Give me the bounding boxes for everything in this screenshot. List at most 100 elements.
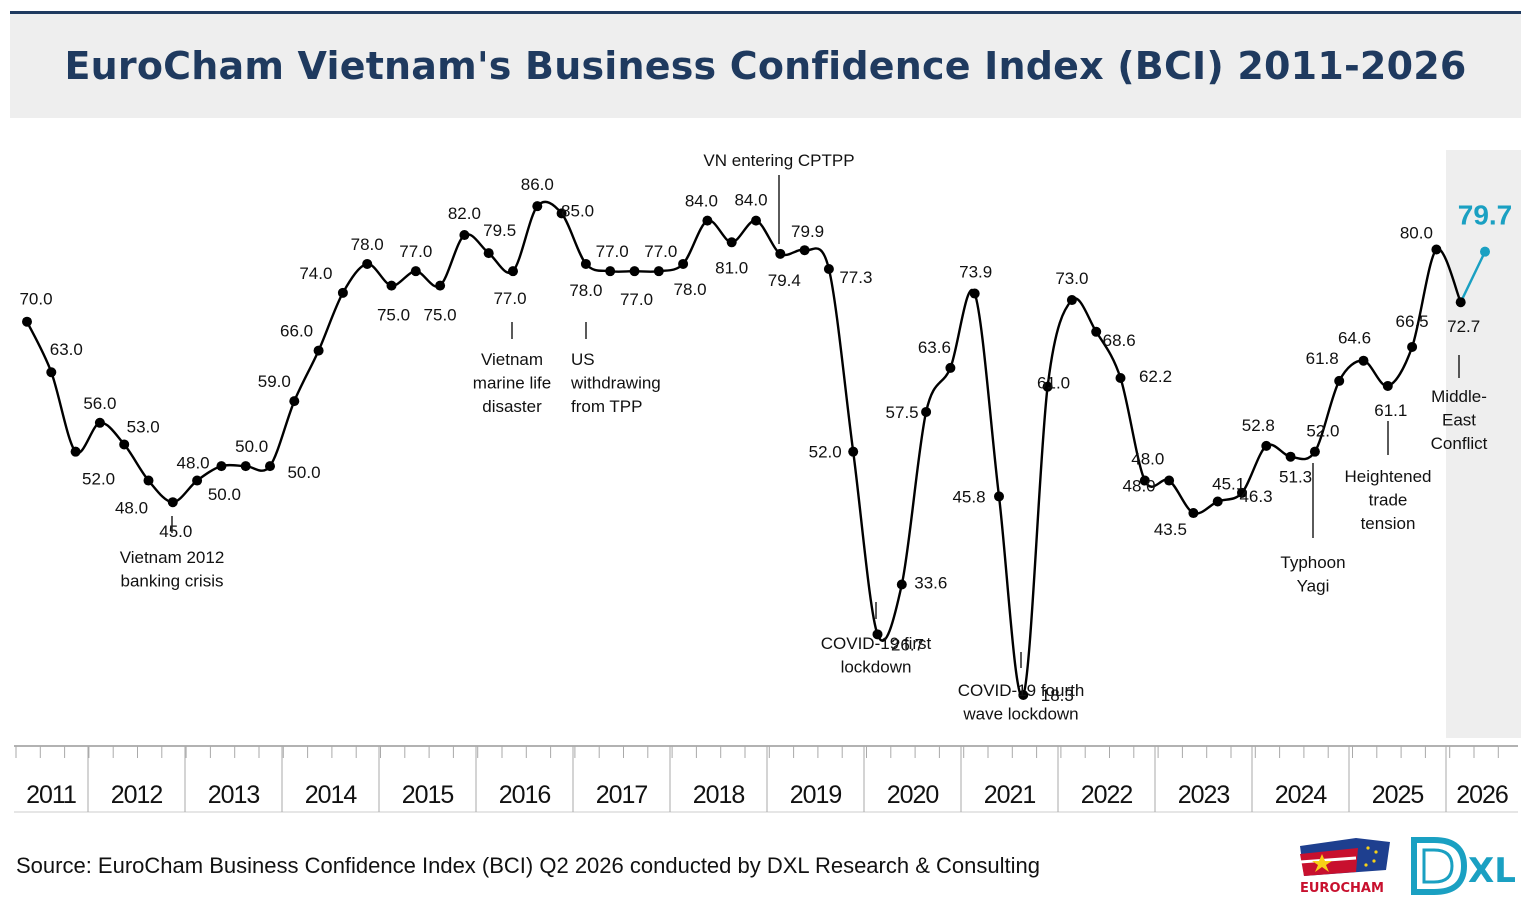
- annotation-text: wave lockdown: [962, 705, 1078, 724]
- data-point: [459, 230, 470, 241]
- data-point: [1431, 244, 1442, 255]
- data-point: [1018, 689, 1029, 700]
- data-point: [775, 248, 786, 259]
- value-label: 50.0: [208, 485, 241, 504]
- annotation-text: withdrawing: [570, 374, 661, 393]
- x-tick-label: 2022: [1081, 781, 1133, 809]
- dxl-wordmark: XL: [1468, 851, 1516, 891]
- data-point: [313, 345, 324, 356]
- data-point: [678, 258, 689, 269]
- value-label: 63.6: [918, 338, 951, 357]
- eurocham-wordmark: EUROCHAM: [1300, 881, 1384, 896]
- data-point: [848, 446, 859, 457]
- value-label: 77.0: [620, 290, 653, 309]
- value-label: 79.5: [483, 221, 516, 240]
- annotation-text: Conflict: [1431, 434, 1488, 453]
- data-point: [483, 248, 494, 259]
- data-point: [192, 475, 203, 486]
- value-label: 72.7: [1447, 317, 1480, 336]
- annotation-text: Middle-: [1431, 387, 1487, 406]
- eurocham-logo: EUROCHAM: [1299, 838, 1390, 896]
- dxl-logo: XL: [1411, 837, 1516, 895]
- value-label: 79.4: [768, 271, 801, 290]
- value-label: 48.0: [1123, 477, 1156, 496]
- value-label: 73.9: [959, 263, 992, 282]
- data-point: [167, 497, 178, 508]
- data-point: [1164, 475, 1175, 486]
- title-top-rule: [10, 11, 1521, 14]
- value-label: 45.8: [952, 487, 985, 506]
- data-point: [1407, 341, 1418, 352]
- value-label: 50.0: [235, 437, 268, 456]
- data-point: [362, 258, 373, 269]
- value-label: 86.0: [521, 175, 554, 194]
- data-point: [1115, 373, 1126, 384]
- data-point: [386, 280, 397, 291]
- data-point: [337, 287, 348, 298]
- value-label: 73.0: [1055, 269, 1088, 288]
- value-label: 51.3: [1279, 468, 1312, 487]
- annotation-text: Heightened: [1345, 467, 1432, 486]
- title-bar: EuroCham Vietnam's Business Confidence I…: [10, 14, 1521, 118]
- data-point: [216, 461, 227, 472]
- value-label: 77.0: [644, 242, 677, 261]
- data-point: [143, 475, 154, 486]
- x-tick-label: 2023: [1178, 781, 1230, 809]
- annotation-text: COVID-19 fourth: [958, 681, 1085, 700]
- data-point: [702, 215, 713, 226]
- value-label: 80.0: [1400, 224, 1433, 243]
- value-label: 33.6: [914, 574, 947, 593]
- value-label: 61.0: [1037, 374, 1070, 393]
- data-point: [1455, 297, 1466, 308]
- data-point: [872, 629, 883, 640]
- value-label: 85.0: [561, 201, 594, 220]
- x-tick-label: 2024: [1275, 781, 1328, 809]
- x-tick-label: 2011: [26, 781, 76, 809]
- x-tick-label: 2013: [208, 781, 260, 809]
- data-point: [653, 266, 664, 277]
- annotation-text: tension: [1361, 514, 1416, 533]
- data-point: [1091, 326, 1102, 337]
- data-point: [1139, 475, 1150, 486]
- value-label: 52.0: [1306, 422, 1339, 441]
- value-label: 52.0: [82, 470, 115, 489]
- data-point: [945, 362, 956, 373]
- value-label: 68.6: [1103, 331, 1136, 350]
- annotation-text: COVID-19 first: [821, 634, 932, 653]
- value-label: 81.0: [715, 258, 748, 277]
- data-point: [70, 446, 81, 457]
- data-point: [1261, 440, 1272, 451]
- value-label: 75.0: [377, 306, 410, 325]
- data-point: [1334, 375, 1345, 386]
- value-label: 48.0: [115, 499, 148, 518]
- annotation-text: from TPP: [571, 397, 642, 416]
- value-label: 43.5: [1154, 520, 1187, 539]
- x-tick-label: 2012: [111, 781, 163, 809]
- value-label: 77.0: [399, 242, 432, 261]
- data-point: [508, 266, 518, 277]
- x-tick-label: 2016: [499, 781, 551, 809]
- data-point: [751, 215, 761, 226]
- data-point: [1188, 508, 1199, 519]
- value-label: 70.0: [19, 290, 52, 309]
- annotation-text: VN entering CPTPP: [703, 151, 854, 170]
- value-label: 64.6: [1338, 329, 1371, 348]
- value-label: 57.5: [886, 403, 919, 422]
- data-point: [556, 208, 567, 219]
- data-point: [605, 266, 616, 277]
- annotation-text: Yagi: [1297, 577, 1330, 596]
- data-point: [435, 280, 446, 291]
- data-point: [896, 579, 907, 590]
- value-label: 82.0: [448, 204, 481, 223]
- value-label: 77.3: [839, 268, 872, 287]
- value-label: 59.0: [258, 372, 291, 391]
- value-label: 77.0: [493, 289, 526, 308]
- value-label: 63.0: [50, 340, 83, 359]
- data-point: [799, 245, 810, 256]
- data-point: [921, 406, 932, 417]
- x-tick-label: 2021: [984, 781, 1036, 809]
- value-label: 61.1: [1374, 401, 1407, 420]
- data-point: [1066, 295, 1077, 306]
- value-label: 18.3: [1041, 686, 1074, 705]
- data-point: [1237, 487, 1247, 498]
